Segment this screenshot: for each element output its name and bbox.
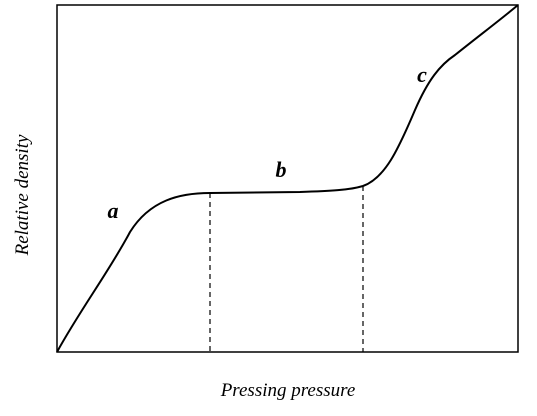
region-label: c [417,62,427,87]
density-curve [56,4,519,353]
plot-frame [56,4,519,353]
x-axis-label: Pressing pressure [220,380,356,401]
region-label: b [276,157,287,182]
y-axis-label: Relative density [12,134,33,256]
region-label: a [108,198,119,223]
